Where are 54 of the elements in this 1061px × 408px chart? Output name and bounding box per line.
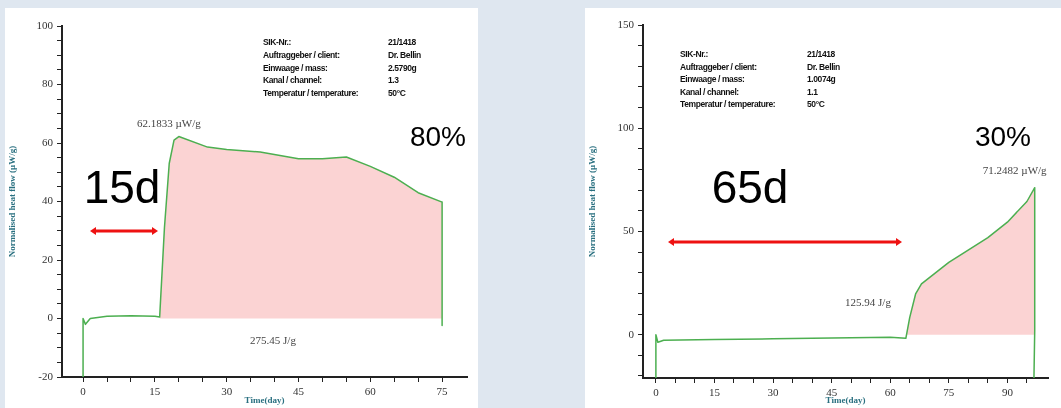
annotation: 50°C: [807, 98, 825, 109]
x-tick-label: 60: [364, 385, 377, 398]
annotation: 275.45 J/g: [250, 333, 296, 346]
x-axis-title: Time(day): [244, 394, 285, 405]
y-tick-label: 150: [617, 17, 635, 30]
annotation: Einwaage / mass:: [263, 62, 328, 73]
annotation: 71.2482 µW/g: [982, 163, 1047, 176]
annotation: 2.5790g: [388, 62, 417, 73]
y-axis-title: Normalised heat flow (µW/g): [586, 145, 597, 258]
x-tick-label: 30: [767, 386, 780, 399]
y-tick-label: 50: [623, 224, 635, 237]
annotation: Kanal / channel:: [263, 74, 322, 85]
annotation: Einwaage / mass:: [680, 73, 745, 84]
annotation: Kanal / channel:: [680, 86, 739, 97]
annotation: 1.0074g: [807, 73, 836, 84]
annotation: 1.3: [388, 74, 399, 85]
annotation: 30%: [974, 121, 1032, 152]
x-tick-label: 30: [221, 385, 233, 398]
y-axis-title: Normalised heat flow (µW/g): [6, 145, 17, 258]
annotation: Dr. Bellin: [388, 49, 421, 60]
annotation: 15d: [83, 161, 161, 213]
annotation: Auftraggeber / client:: [263, 49, 340, 60]
x-tick-label: 60: [884, 386, 897, 399]
annotation: Auftraggeber / client:: [680, 61, 757, 72]
annotation: Temperatur / temperature:: [263, 87, 359, 98]
y-tick-label: 0: [628, 327, 635, 340]
annotation: 21/1418: [388, 36, 416, 47]
annotation: SIK-Nr.:: [263, 36, 291, 47]
y-tick-label: 40: [42, 194, 54, 207]
x-tick-label: 0: [653, 386, 660, 399]
annotation: 125.94 J/g: [845, 295, 891, 308]
annotation: Dr. Bellin: [807, 61, 840, 72]
y-tick-label: 100: [36, 18, 54, 31]
x-tick-label: 45: [292, 385, 305, 398]
x-tick-label: 90: [1001, 386, 1014, 399]
annotation: 80%: [409, 121, 467, 152]
annotation: 62.1833 µW/g: [136, 116, 201, 129]
y-tick-label: 20: [42, 252, 54, 265]
annotation: Temperatur / temperature:: [680, 98, 776, 109]
annotation: 65d: [711, 161, 789, 213]
x-tick-label: 75: [436, 385, 449, 398]
annotation: 1.1: [807, 86, 818, 97]
annotation: 21/1418: [807, 48, 835, 59]
y-tick-label: -20: [38, 369, 54, 382]
annotation: 50°C: [388, 87, 406, 98]
y-tick-label: 0: [47, 311, 54, 324]
x-tick-label: 15: [708, 386, 721, 399]
y-tick-label: 80: [42, 77, 54, 90]
x-tick-label: 75: [943, 386, 955, 399]
annotation: SIK-Nr.:: [680, 48, 708, 59]
x-tick-label: 15: [149, 385, 161, 398]
y-tick-label: 60: [42, 135, 54, 148]
x-tick-label: 0: [80, 385, 87, 398]
y-tick-label: 100: [617, 121, 635, 134]
